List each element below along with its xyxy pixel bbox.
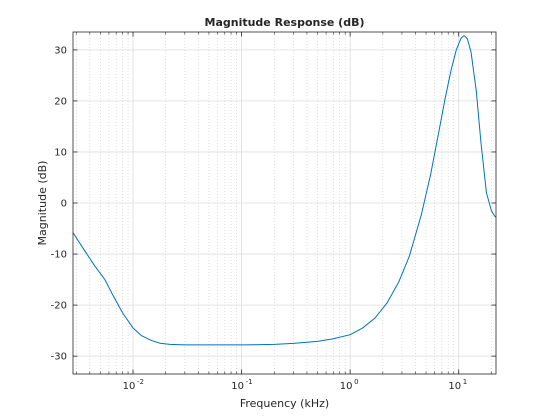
- y-tick-label: 30: [54, 45, 67, 56]
- y-axis-label: Magnitude (dB): [36, 161, 49, 246]
- tick-marks: [73, 32, 496, 374]
- x-tick-exponent: -2: [137, 378, 144, 386]
- magnitude-series-line: [72, 35, 497, 346]
- y-tick-label: -30: [51, 352, 67, 363]
- chart-title: Magnitude Response (dB): [205, 16, 365, 29]
- x-tick-exponent: -1: [246, 378, 253, 386]
- x-tick-label: 10: [123, 381, 136, 392]
- x-tick-exponent: 0: [354, 378, 358, 386]
- y-tick-label: 20: [54, 96, 67, 107]
- series-layer: [72, 35, 497, 346]
- y-tick-label: -20: [51, 301, 67, 312]
- x-axis-label: Frequency (kHz): [240, 397, 329, 410]
- major-grid: [73, 32, 496, 374]
- y-tick-label: -10: [51, 250, 67, 261]
- y-tick-labels: 30 20 10 0 -10 -20 -30: [51, 45, 67, 362]
- x-tick-label: 10: [340, 381, 353, 392]
- x-tick-label: 10: [231, 381, 244, 392]
- x-tick-exponent: 1: [463, 378, 467, 386]
- y-tick-label: 0: [61, 199, 67, 210]
- x-tick-labels: 10 -2 10 -1 10 0 10 1: [123, 378, 468, 392]
- y-tick-label: 10: [54, 147, 67, 158]
- x-tick-label: 10: [448, 381, 461, 392]
